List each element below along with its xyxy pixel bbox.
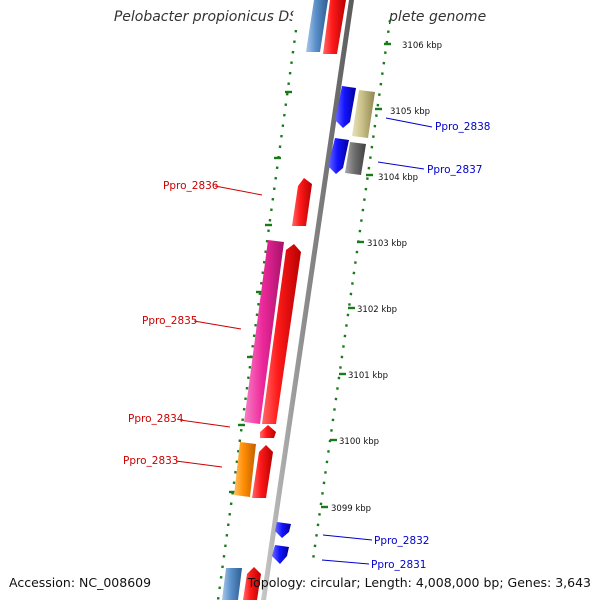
gene-ppro-2835-red	[262, 244, 301, 424]
scale-label: 3102 kbp	[357, 305, 397, 315]
scale-label: 3100 kbp	[339, 437, 379, 447]
genome-backbone	[261, 0, 354, 600]
forward-gene-labels: Ppro_2836 Ppro_2835 Ppro_2834 Ppro_2833	[123, 180, 263, 468]
scale-label: 3105 kbp	[390, 107, 430, 117]
leader-line	[377, 161, 425, 170]
gene-label-ppro-2831: Ppro_2831	[371, 559, 426, 571]
gene-label-ppro-2836: Ppro_2836	[163, 180, 219, 192]
gene-ppro-2837-blue	[328, 138, 349, 174]
gene-ppro-2838-blue	[335, 86, 356, 128]
leader-line	[175, 460, 223, 468]
scale-label: 3101 kbp	[348, 371, 388, 381]
map-band	[212, 0, 392, 600]
reverse-gene-labels: Ppro_2838 Ppro_2837 Ppro_2832 Ppro_2831	[321, 117, 490, 571]
gene-ppro-2837-gray	[345, 142, 366, 175]
scale-label: 3106 kbp	[402, 41, 442, 51]
gene-ppro-2835-magenta	[244, 240, 284, 424]
gene-label-ppro-2835: Ppro_2835	[142, 315, 197, 327]
gene-label-ppro-2837: Ppro_2837	[427, 164, 482, 176]
gene-label-ppro-2834: Ppro_2834	[128, 413, 184, 425]
gene-ppro-2833-red	[252, 445, 273, 498]
gene-bottom-red	[243, 567, 261, 600]
gene-ppro-2832	[275, 522, 291, 538]
gene-ppro-2836	[292, 178, 312, 226]
scale-labels: 3106 kbp 3105 kbp 3104 kbp 3103 kbp 3102…	[331, 41, 442, 514]
leader-line	[179, 419, 231, 428]
gene-bottom-steelblue	[222, 568, 242, 600]
gene-label-ppro-2833: Ppro_2833	[123, 455, 178, 467]
accession-text: Accession: NC_008609	[9, 575, 152, 590]
gene-ppro-2833-orange	[234, 442, 256, 497]
leader-line	[385, 117, 433, 128]
gene-top-red	[323, 0, 346, 54]
scale-label: 3103 kbp	[367, 239, 407, 249]
leader-line	[321, 559, 370, 565]
scale-label: 3099 kbp	[331, 504, 371, 514]
gene-label-ppro-2838: Ppro_2838	[435, 121, 490, 133]
outer-tick-track	[216, 29, 298, 600]
gene-top-steelblue	[306, 0, 328, 52]
gene-ppro-2834	[260, 425, 276, 438]
gene-ppro-2838-tan	[352, 90, 375, 138]
leader-line	[322, 534, 373, 541]
gene-label-ppro-2832: Ppro_2832	[374, 535, 429, 547]
topology-text: Topology: circular; Length: 4,008,000 bp…	[247, 575, 591, 590]
inner-major-ticks	[321, 42, 391, 509]
leader-line	[214, 185, 263, 196]
leader-line	[193, 320, 242, 330]
gene-ppro-2831	[272, 545, 289, 564]
scale-label: 3104 kbp	[378, 173, 418, 183]
